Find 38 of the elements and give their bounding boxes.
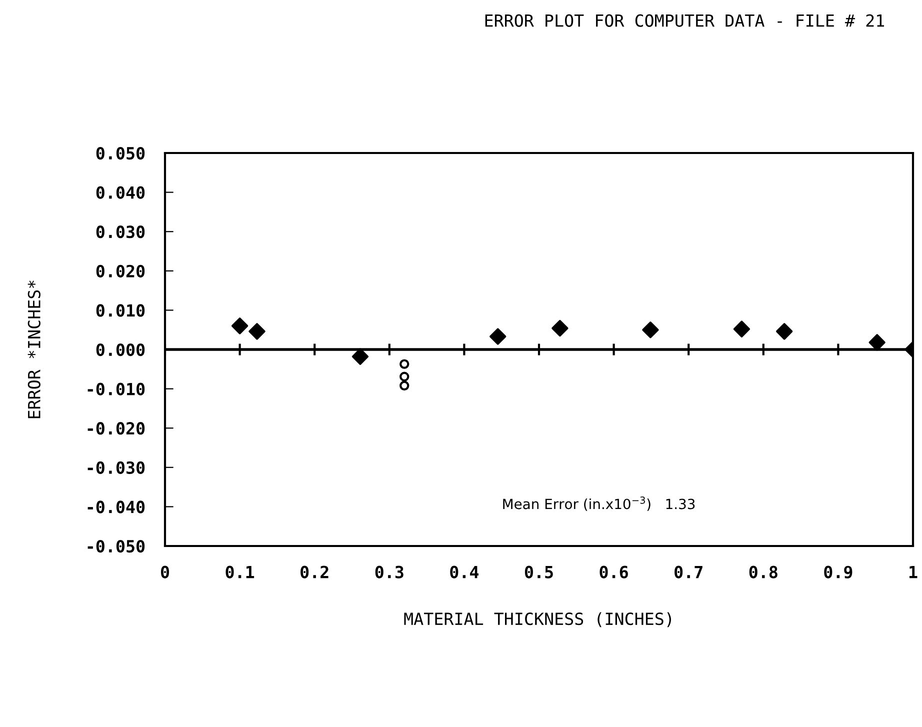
y-tick-label: -0.040 xyxy=(88,500,145,514)
point xyxy=(733,320,750,338)
x-tick-label: 0.2 xyxy=(300,566,328,578)
point xyxy=(868,334,886,351)
y-tick-label: -0.030 xyxy=(88,461,145,474)
point xyxy=(400,372,410,382)
point xyxy=(400,380,410,391)
y-tick-label: 0.050 xyxy=(96,146,145,160)
point xyxy=(231,318,248,334)
y-axis-title: ERROR *INCHES* xyxy=(28,280,40,418)
x-axis-title: MATERIAL THICKNESS (INCHES) xyxy=(404,612,671,628)
annotation: Mean Error (in.x10$^{−3}$) 1.33 xyxy=(503,496,695,511)
point xyxy=(248,323,266,340)
x-tick-label: 1 xyxy=(910,566,918,578)
x-tick-label: 0.7 xyxy=(674,566,702,578)
y-tick-label: -0.050 xyxy=(88,540,145,553)
point xyxy=(552,320,568,337)
y-tick-label: -0.020 xyxy=(88,422,145,435)
x-tick-label: 0.9 xyxy=(824,566,852,578)
x-tick-label: 0.6 xyxy=(600,566,628,578)
x-tick-label: 0.3 xyxy=(375,566,404,578)
chart-title: ERROR PLOT FOR COMPUTER DATA - FILE # 21 xyxy=(485,14,884,27)
y-tick-label: 0.010 xyxy=(96,304,145,317)
x-tick-label: 0.8 xyxy=(749,566,778,578)
x-tick-label: 0.4 xyxy=(450,566,479,578)
point xyxy=(490,328,506,345)
x-tick-label: 0.5 xyxy=(524,566,553,578)
x-tick-label: 0.1 xyxy=(226,566,254,578)
point xyxy=(400,359,410,369)
point xyxy=(642,322,659,338)
y-tick-label: 0.020 xyxy=(96,264,145,278)
y-tick-label: 0.000 xyxy=(96,343,145,356)
point xyxy=(352,348,369,365)
y-tick-label: -0.010 xyxy=(88,382,145,396)
point xyxy=(776,323,793,340)
y-tick-label: 0.030 xyxy=(96,226,145,238)
y-tick-label: 0.040 xyxy=(96,186,145,199)
x-tick-label: 0 xyxy=(160,566,170,578)
